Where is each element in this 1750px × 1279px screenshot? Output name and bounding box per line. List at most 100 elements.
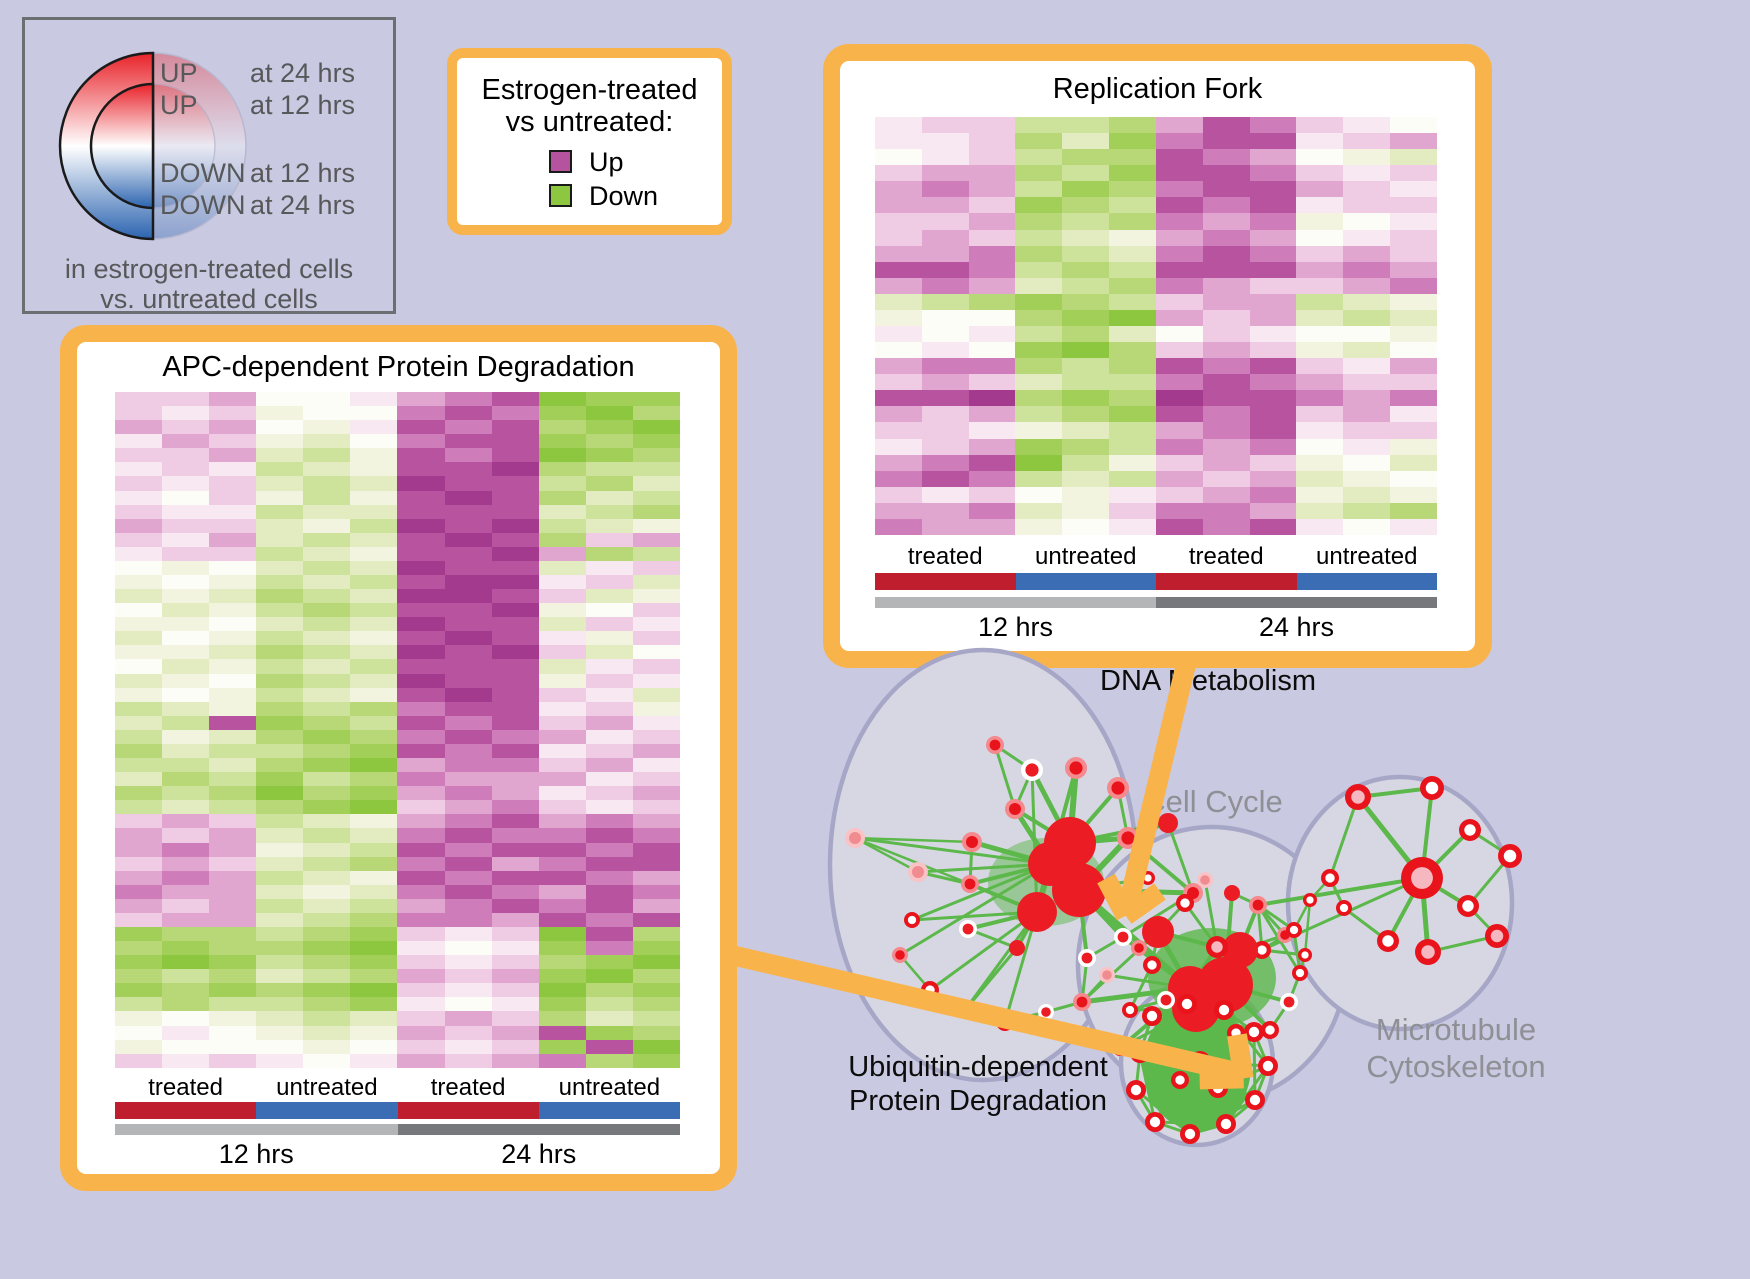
down-swatch xyxy=(549,184,572,207)
apc-label-12hrs: 12 hrs xyxy=(218,1139,294,1169)
gene-node xyxy=(1222,932,1258,968)
network-edge xyxy=(969,862,1051,886)
network-edge xyxy=(1013,769,1034,810)
gene-node xyxy=(1076,996,1088,1008)
network-edge xyxy=(968,841,974,885)
network-edge xyxy=(1256,904,1302,974)
gene-node xyxy=(1125,1005,1135,1015)
network-edge xyxy=(1268,1001,1291,1031)
network-edge xyxy=(911,862,1051,922)
gene-node-ring xyxy=(1227,1024,1245,1042)
network-edge xyxy=(1155,930,1193,990)
gene-node xyxy=(1351,790,1365,804)
heatmap-row xyxy=(875,133,1437,150)
heatmap-row xyxy=(115,800,680,815)
network-edge xyxy=(1427,934,1498,954)
ring-legend-box: UP at 24 hrs UP at 12 hrs DOWN at 12 hrs… xyxy=(22,17,396,314)
rf-panel-title: Replication Fork xyxy=(1052,73,1263,105)
gene-node xyxy=(1134,1047,1146,1059)
heatmap-row xyxy=(115,1053,680,1068)
apc-panel-title: APC-dependent Protein Degradation xyxy=(162,351,635,383)
network-edge xyxy=(1183,902,1219,948)
gene-node-ring xyxy=(1171,1071,1189,1089)
network-edge xyxy=(854,836,1051,866)
heatmap-row xyxy=(115,631,680,646)
network-edge xyxy=(1157,930,1218,949)
gene-node xyxy=(1462,900,1474,912)
network-edge xyxy=(1138,1052,1157,1123)
heatmap-row xyxy=(115,420,680,435)
heatmap-row xyxy=(875,518,1437,536)
heatmap-row xyxy=(875,181,1437,198)
heatmap-row xyxy=(875,149,1437,166)
network-edge xyxy=(1156,901,1187,934)
network-edge xyxy=(1118,986,1192,1050)
gene-node-ring xyxy=(921,981,939,999)
heatmap-row xyxy=(115,462,680,477)
network-edge xyxy=(1186,1002,1225,1012)
gene-node-ring xyxy=(1377,930,1399,952)
network-edge xyxy=(1198,1061,1228,1125)
gene-node-ring xyxy=(1038,1004,1054,1020)
network-edge xyxy=(1119,1006,1197,1050)
ring-legend-up12-dir: UP xyxy=(160,90,198,120)
network-edge xyxy=(1231,891,1259,907)
gene-node-ring xyxy=(1245,1090,1265,1110)
edge-density-blob xyxy=(1143,1002,1251,1130)
gene-node-ring xyxy=(1145,1112,1165,1132)
network-edge xyxy=(1045,1000,1083,1014)
heatmap-row xyxy=(115,715,680,730)
gene-node xyxy=(1252,899,1264,911)
network-edge xyxy=(1030,769,1039,913)
network-edge xyxy=(1034,863,1053,913)
rf-group-untreated-24: untreated xyxy=(1316,543,1418,570)
network-edge xyxy=(1189,1122,1227,1136)
gene-node-ring xyxy=(1189,1051,1211,1073)
network-edge xyxy=(1199,1060,1256,1102)
cluster-label: Microtubule xyxy=(1376,1012,1536,1047)
apc-group-treated-24: treated xyxy=(430,1074,506,1101)
gene-node xyxy=(1017,892,1057,932)
heatmap-row xyxy=(115,476,680,491)
network-edge xyxy=(964,1008,1006,1024)
network-edge xyxy=(1135,1088,1191,1136)
heatmap-row xyxy=(875,422,1437,439)
gene-node xyxy=(1425,781,1439,795)
heatmap-row xyxy=(115,659,680,674)
gene-node-ring xyxy=(1336,900,1352,916)
network-edge xyxy=(1183,879,1207,904)
gene-node xyxy=(1175,1075,1185,1085)
network-edge xyxy=(1153,1079,1182,1123)
apc-time-labels: 12 hrs 24 hrs xyxy=(115,1139,680,1170)
heatmap-row xyxy=(875,326,1437,343)
rf-group-untreated-12: untreated xyxy=(1035,543,1137,570)
gene-node xyxy=(989,739,1001,751)
gene-node xyxy=(1025,763,1039,777)
gene-node-ring xyxy=(1114,928,1132,946)
heatmap-row xyxy=(115,490,680,505)
network-edge xyxy=(1126,836,1195,895)
gene-node xyxy=(1283,996,1295,1008)
ring-legend-down12-dir: DOWN xyxy=(160,158,245,188)
heatmap-row xyxy=(875,293,1437,310)
network-edge xyxy=(1139,1051,1201,1064)
network-edge xyxy=(1223,1008,1255,1034)
rf-group-treated-24: treated xyxy=(1188,543,1264,570)
network-edge xyxy=(1253,1065,1270,1101)
cluster-ellipse xyxy=(1118,978,1276,1148)
network-edge xyxy=(854,836,973,844)
heatmap-row xyxy=(115,842,680,857)
rf-label-24hrs: 24 hrs xyxy=(1258,612,1335,642)
gene-node xyxy=(1172,984,1220,1032)
network-edge xyxy=(1186,1002,1255,1034)
replication-fork-panel: Replication Fork treated untreated treat… xyxy=(823,44,1492,668)
network-edge xyxy=(1222,1009,1270,1067)
heatmap-row xyxy=(115,884,680,899)
gene-node-ring xyxy=(1420,776,1444,800)
heatmap-row xyxy=(115,997,680,1012)
gene-node xyxy=(1146,1010,1158,1022)
heatmap-row xyxy=(115,504,680,519)
network-edge xyxy=(1216,945,1241,952)
heatmap-row xyxy=(875,229,1437,246)
